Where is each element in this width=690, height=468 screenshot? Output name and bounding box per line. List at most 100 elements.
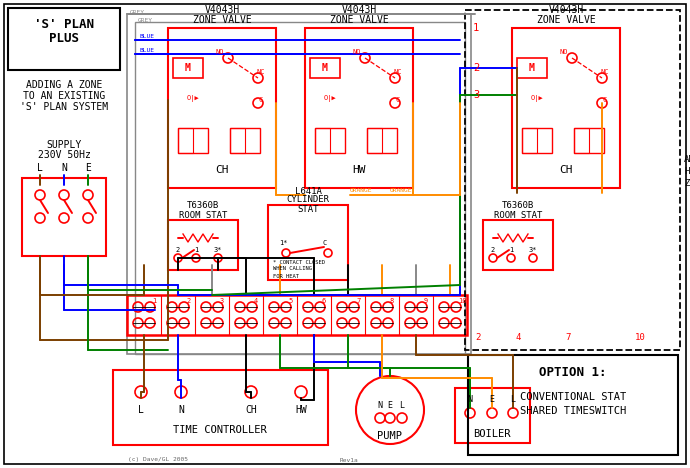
Text: L: L xyxy=(37,163,43,173)
Text: 4: 4 xyxy=(254,298,258,304)
Text: BOILER: BOILER xyxy=(473,429,511,439)
Bar xyxy=(127,295,467,335)
Text: NO: NO xyxy=(560,49,569,55)
Text: BLUE: BLUE xyxy=(140,49,155,53)
Text: ORANGE: ORANGE xyxy=(390,189,413,193)
Text: (c) Dave/GL 2005: (c) Dave/GL 2005 xyxy=(128,458,188,462)
Text: NO: NO xyxy=(216,49,224,55)
Text: SUPPLY: SUPPLY xyxy=(46,140,81,150)
Text: * CONTACT CLOSED: * CONTACT CLOSED xyxy=(273,259,325,264)
Text: N: N xyxy=(178,405,184,415)
Text: E: E xyxy=(489,395,495,404)
Bar xyxy=(483,220,553,270)
Text: C: C xyxy=(323,240,327,246)
Text: 2: 2 xyxy=(491,247,495,253)
Bar xyxy=(135,22,465,354)
Bar xyxy=(574,128,589,153)
Text: L: L xyxy=(511,395,515,404)
Text: ZONE VALVE: ZONE VALVE xyxy=(193,15,251,25)
Text: T6360B: T6360B xyxy=(187,202,219,211)
Text: ADDITIONAL: ADDITIONAL xyxy=(684,155,690,164)
Text: 1: 1 xyxy=(152,298,156,304)
Text: NC: NC xyxy=(394,69,402,75)
Text: OPTION 1:: OPTION 1: xyxy=(540,366,607,380)
Text: 3*: 3* xyxy=(529,247,538,253)
Text: V4043H: V4043H xyxy=(204,5,239,15)
Text: ROOM STAT: ROOM STAT xyxy=(494,211,542,219)
Text: 1: 1 xyxy=(194,247,198,253)
Text: 1: 1 xyxy=(509,247,513,253)
Text: L: L xyxy=(400,402,404,410)
Text: GREY: GREY xyxy=(138,17,153,22)
Text: ZONE VALVE: ZONE VALVE xyxy=(330,15,388,25)
Bar xyxy=(310,58,340,78)
Text: 6: 6 xyxy=(322,298,326,304)
Text: L: L xyxy=(138,405,144,415)
Bar xyxy=(367,128,382,153)
Text: 'S' PLAN: 'S' PLAN xyxy=(34,17,94,30)
Text: TO AN EXISTING: TO AN EXISTING xyxy=(23,91,105,101)
Text: T6360B: T6360B xyxy=(502,202,534,211)
Text: N: N xyxy=(61,163,67,173)
Text: 3: 3 xyxy=(473,90,480,100)
Text: BLUE: BLUE xyxy=(140,35,155,39)
Bar xyxy=(315,128,345,153)
Text: CH: CH xyxy=(245,405,257,415)
Text: 2: 2 xyxy=(176,247,180,253)
Bar xyxy=(113,370,328,445)
Bar xyxy=(8,8,120,70)
Text: 3: 3 xyxy=(220,298,224,304)
Text: CYLINDER: CYLINDER xyxy=(286,196,330,205)
Text: CONVENTIONAL STAT: CONVENTIONAL STAT xyxy=(520,392,626,402)
Bar xyxy=(468,355,678,455)
Text: 8: 8 xyxy=(390,298,394,304)
Text: C: C xyxy=(259,97,263,103)
Text: NC: NC xyxy=(601,69,609,75)
Text: V4043H: V4043H xyxy=(549,5,584,15)
Text: 10: 10 xyxy=(458,298,466,304)
Text: 2: 2 xyxy=(473,63,480,73)
Bar xyxy=(574,128,604,153)
Text: HEATING: HEATING xyxy=(684,168,690,176)
Text: 4: 4 xyxy=(515,334,520,343)
Text: ZONE: ZONE xyxy=(684,180,690,189)
Text: CH: CH xyxy=(215,165,229,175)
Text: PLUS: PLUS xyxy=(49,31,79,44)
Bar xyxy=(465,10,680,350)
Text: M: M xyxy=(529,63,535,73)
Text: WHEN CALLING: WHEN CALLING xyxy=(273,266,312,271)
Text: C: C xyxy=(396,97,400,103)
Text: ORANGE: ORANGE xyxy=(350,189,373,193)
Text: ZONE VALVE: ZONE VALVE xyxy=(537,15,595,25)
Bar xyxy=(268,205,348,280)
Text: 2: 2 xyxy=(475,334,480,343)
Text: PUMP: PUMP xyxy=(377,431,402,441)
Text: NC: NC xyxy=(257,69,265,75)
Bar xyxy=(178,128,193,153)
Text: 230V 50Hz: 230V 50Hz xyxy=(37,150,90,160)
Text: O|▶: O|▶ xyxy=(531,95,544,102)
Text: 7: 7 xyxy=(356,298,360,304)
Bar xyxy=(178,128,208,153)
Bar xyxy=(522,128,552,153)
Bar xyxy=(230,128,245,153)
Bar xyxy=(367,128,397,153)
Text: M: M xyxy=(322,63,328,73)
Text: SHARED TIMESWITCH: SHARED TIMESWITCH xyxy=(520,406,626,416)
Bar xyxy=(455,388,530,443)
Bar xyxy=(22,178,106,256)
Text: C: C xyxy=(603,97,607,103)
Bar xyxy=(173,58,203,78)
Text: FOR HEAT: FOR HEAT xyxy=(273,273,299,278)
Text: V4043H: V4043H xyxy=(342,5,377,15)
Text: 2: 2 xyxy=(186,298,190,304)
Text: ROOM STAT: ROOM STAT xyxy=(179,211,227,219)
Text: Rev1a: Rev1a xyxy=(340,458,359,462)
Text: NO: NO xyxy=(353,49,362,55)
Text: ADDING A ZONE: ADDING A ZONE xyxy=(26,80,102,90)
Text: 3*: 3* xyxy=(214,247,222,253)
Text: HW: HW xyxy=(295,405,307,415)
Bar xyxy=(522,128,537,153)
Text: 'S' PLAN SYSTEM: 'S' PLAN SYSTEM xyxy=(20,102,108,112)
Text: 9: 9 xyxy=(424,298,428,304)
